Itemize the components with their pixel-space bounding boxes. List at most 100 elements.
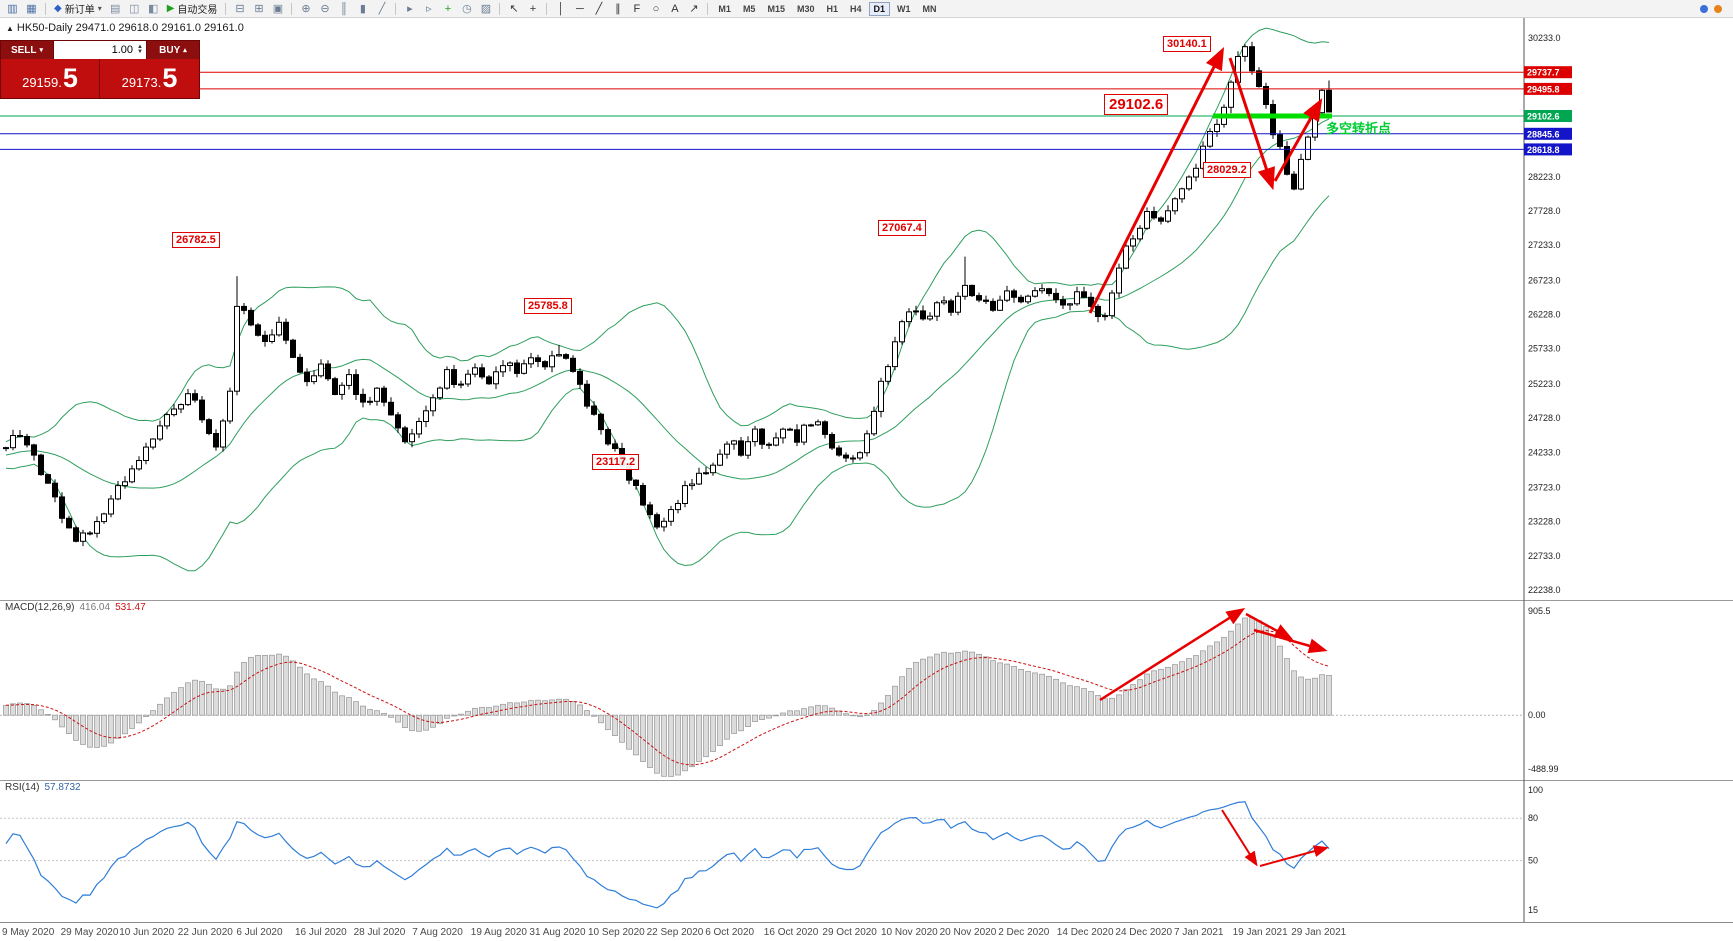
macd-bar [612, 714, 618, 736]
main-price-chart[interactable]: 30233.0 28223.0 27728.0 27233.0 26723.0 26228… [0, 18, 1733, 600]
crosshair-icon[interactable]: + [529, 2, 537, 15]
price-annotation[interactable]: 25785.8 [524, 298, 572, 314]
data-window-icon[interactable]: ◫ [129, 2, 140, 15]
time-axis[interactable]: 9 May 2020 29 May 2020 10 Jun 2020 22 Jun 2… [0, 922, 1733, 941]
new-order-button[interactable]: ◆ 新订单 ▾ [50, 1, 106, 17]
bull-candle [997, 299, 1003, 311]
macd-trend-arrow[interactable] [1099, 607, 1246, 702]
toolbar-separator [291, 2, 293, 15]
chart-profiles-icon[interactable]: ▦ [26, 2, 37, 15]
date-label: 24 Dec 2020 [1115, 927, 1173, 938]
text-label-icon[interactable]: A [671, 2, 679, 15]
buy-price-button[interactable]: 29173. 5 [100, 59, 199, 98]
rsi-indicator-panel[interactable]: 100 80 50 15 [0, 780, 1733, 922]
channel-icon[interactable]: ∥ [615, 2, 621, 15]
macd-bar [1032, 672, 1038, 716]
timeframe-d1-button[interactable]: D1 [868, 1, 891, 16]
chart-shift-icon[interactable]: ▹ [426, 2, 432, 15]
macd-bar [178, 687, 184, 716]
market-watch-icon[interactable]: ▤ [110, 2, 121, 15]
bar-chart-mode-icon[interactable]: ║ [340, 2, 348, 15]
timeframe-m15-button[interactable]: M15 [767, 3, 785, 14]
macd-indicator-panel[interactable]: 905.5 0.00 -488.99 [0, 600, 1733, 780]
line-chart-mode-icon[interactable]: ╱ [378, 2, 386, 15]
templates-icon[interactable]: ▨ [480, 2, 492, 15]
tile-horizontal-icon[interactable]: ⊟ [235, 2, 245, 15]
timeframe-h4-button[interactable]: H4 [850, 3, 862, 14]
indicators-icon[interactable]: + [444, 2, 452, 15]
volume-down-button[interactable]: ▼ [137, 49, 143, 55]
new-chart-icon[interactable]: ▥ [7, 2, 18, 15]
macd-bar [976, 653, 982, 716]
date-label: 29 May 2020 [60, 927, 119, 938]
price-annotation[interactable]: 29102.6 [1104, 94, 1169, 115]
macd-bar [731, 714, 737, 734]
horizontal-line-icon[interactable]: ─ [576, 2, 584, 15]
timeframe-m1-button[interactable]: M1 [718, 3, 731, 14]
bear-candle [87, 532, 93, 535]
shapes-icon[interactable]: ○ [652, 2, 660, 15]
macd-bar [395, 714, 401, 723]
cascade-windows-icon[interactable]: ▣ [272, 2, 284, 15]
price-annotation[interactable]: 26782.5 [172, 232, 220, 248]
price-axis-label: 24233.0 [1528, 447, 1561, 457]
macd-bar [710, 714, 716, 752]
price-annotation[interactable]: 23117.2 [592, 454, 640, 470]
price-annotation[interactable]: 28029.2 [1203, 162, 1251, 178]
auto-trading-button[interactable]: ▶ 自动交易 [163, 1, 222, 17]
macd-bar [577, 704, 583, 716]
rsi-trend-arrow[interactable] [1221, 809, 1258, 867]
fibonacci-icon[interactable]: F [633, 2, 641, 15]
navigator-icon[interactable]: ◧ [148, 2, 159, 15]
macd-bar [248, 656, 254, 716]
candle-chart-mode-icon[interactable]: ▮ [359, 2, 366, 15]
pivot-point-label[interactable]: 多空转折点 [1326, 121, 1392, 136]
macd-trend-arrow[interactable] [1253, 628, 1328, 654]
bear-candle [843, 454, 849, 459]
auto-trading-icon: ▶ [166, 3, 175, 14]
volume-up-button[interactable]: ▲ [137, 44, 143, 50]
periods-icon[interactable]: ◷ [462, 2, 472, 15]
sell-button[interactable]: SELL ▾ [1, 41, 53, 59]
bull-candle [1116, 267, 1122, 294]
bull-candle [101, 513, 107, 523]
bear-candle [969, 284, 975, 297]
rsi-trend-arrow[interactable] [1259, 845, 1329, 867]
macd-bar [1123, 689, 1129, 716]
cursor-icon[interactable]: ↖ [509, 2, 519, 15]
macd-bar [3, 704, 9, 716]
price-annotation[interactable]: 30140.1 [1163, 36, 1211, 52]
auto-scroll-icon[interactable]: ▸ [407, 2, 413, 15]
date-label: 2 Dec 2020 [998, 927, 1050, 938]
sell-price-button[interactable]: 29159. 5 [1, 59, 100, 98]
bull-candle [493, 371, 499, 385]
zoom-in-icon[interactable]: ⊕ [301, 2, 311, 15]
bear-candle [612, 443, 618, 449]
price-annotation[interactable]: 27067.4 [878, 220, 926, 236]
volume-field[interactable]: 1.00 ▲ ▼ [53, 41, 147, 59]
zoom-out-icon[interactable]: ⊖ [320, 2, 330, 15]
timeframe-m30-button[interactable]: M30 [796, 3, 815, 14]
trendline-icon[interactable]: ╱ [595, 2, 603, 15]
bear-candle [990, 300, 996, 311]
macd-bar [724, 714, 730, 740]
macd-bar [24, 703, 30, 716]
timeframe-h1-button[interactable]: H1 [826, 3, 838, 14]
arrow-tool-icon[interactable]: ↗ [689, 2, 699, 15]
bull-candle [521, 363, 527, 374]
timeframe-m5-button[interactable]: M5 [742, 3, 756, 14]
trend-arrows[interactable] [1088, 46, 1323, 314]
buy-button[interactable]: BUY ▴ [147, 41, 199, 59]
timeframe-mn-button[interactable]: MN [922, 3, 937, 14]
macd-bar [423, 714, 429, 731]
macd-bar [1207, 645, 1213, 716]
bollinger-bands[interactable] [5, 27, 1330, 572]
bull-candle [689, 483, 695, 487]
vertical-line-icon[interactable]: │ [557, 2, 565, 15]
bear-candle [647, 504, 653, 516]
timeframe-w1-button[interactable]: W1 [897, 3, 911, 14]
tile-vertical-icon[interactable]: ⊞ [254, 2, 264, 15]
macd-bar [1270, 635, 1276, 716]
macd-trend-arrow[interactable] [1245, 612, 1294, 640]
macd-bar [1060, 682, 1066, 716]
